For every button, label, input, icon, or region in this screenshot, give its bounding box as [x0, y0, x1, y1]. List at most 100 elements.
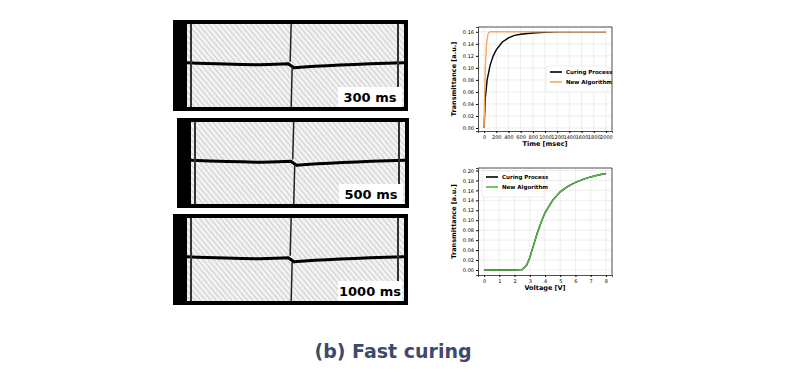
tick-label: 0.00: [463, 267, 474, 273]
tick-label: 0.10: [463, 65, 474, 71]
legend-label: Curing Process: [502, 174, 549, 181]
tick-label: 8: [605, 278, 608, 284]
disclination-line: [293, 122, 295, 204]
tick-label: 0.06: [463, 237, 474, 243]
grid-line: [478, 127, 612, 128]
tick: 0.08: [463, 77, 478, 83]
tick-label: 0.08: [463, 77, 474, 83]
panel-texture: [191, 122, 405, 204]
tick-mark: [476, 56, 478, 57]
tick-label: 3: [529, 278, 532, 284]
tick-mark: [476, 210, 478, 211]
chart: 0123456780.000.020.040.060.080.100.120.1…: [450, 168, 613, 292]
tick: 200: [492, 131, 502, 140]
chart: 02004006008001000120014001600180020000.0…: [450, 27, 613, 148]
tick-label: 0.10: [463, 217, 474, 223]
tick: 3: [529, 275, 532, 284]
tick-label: 200: [492, 134, 502, 140]
tick-mark: [476, 128, 478, 129]
tick-mark: [476, 92, 478, 93]
time-label-box: [338, 281, 402, 301]
tick-label: 0.02: [463, 257, 474, 263]
grid-line: [532, 27, 533, 131]
tick-mark: [476, 32, 478, 33]
tick: 0.02: [463, 113, 478, 119]
plot-frame: [478, 168, 612, 275]
tick: 0.10: [463, 217, 478, 223]
grid-line: [478, 43, 612, 44]
disclination-line: [290, 218, 292, 301]
tick-mark: [476, 250, 478, 251]
grid-line: [478, 240, 612, 241]
time-label-box: [339, 184, 403, 204]
grid: [478, 168, 612, 275]
tick-label: 1200: [551, 134, 564, 140]
tick: 0.16: [463, 187, 478, 193]
tick-label: 0.18: [463, 178, 474, 184]
grid-line: [478, 115, 612, 116]
tick: 1400: [563, 131, 576, 140]
tick-label: 1400: [563, 134, 576, 140]
disclination-line: [187, 63, 404, 68]
tick-label: 2000: [600, 134, 613, 140]
time-label: 500 ms: [345, 187, 398, 202]
tick: 0: [483, 275, 486, 284]
tick: 600: [516, 131, 526, 140]
legend-swatch: [550, 71, 562, 73]
grid-line: [496, 27, 497, 131]
legend: Curing ProcessNew Algorithm: [546, 66, 613, 92]
tick-mark: [476, 260, 478, 261]
tick-label: 5: [559, 278, 562, 284]
grid-line: [478, 210, 612, 211]
tick-label: 0.16: [463, 29, 474, 35]
tick: 0.08: [463, 227, 478, 233]
legend-label: New Algorithm: [566, 79, 612, 86]
tick: 2: [513, 275, 516, 284]
y-axis-title: Transmittance [a.u.]: [450, 42, 458, 116]
tick-label: 1800: [588, 134, 601, 140]
plot-area: [484, 173, 606, 270]
data-line: [484, 173, 606, 270]
tick: 0.20: [463, 168, 478, 174]
grid-line: [478, 103, 612, 104]
legend-swatch: [486, 186, 498, 188]
tick-mark: [476, 116, 478, 117]
grid-line: [545, 27, 546, 131]
grid-line: [478, 200, 612, 201]
tick-label: 0.06: [463, 89, 474, 95]
tick-mark: [476, 270, 478, 271]
plot-background: [478, 168, 612, 275]
tick: 7: [590, 275, 593, 284]
legend-swatch: [486, 176, 498, 178]
tick-label: 0.04: [463, 101, 474, 107]
tick-mark: [476, 170, 478, 171]
tick: 0.10: [463, 65, 478, 71]
grid-line: [590, 168, 591, 275]
legend: Curing ProcessNew Algorithm: [482, 171, 549, 197]
grid-line: [605, 168, 606, 275]
grid-line: [478, 230, 612, 231]
grid-line: [560, 168, 561, 275]
grid-line: [520, 27, 521, 131]
tick-label: 1: [498, 278, 501, 284]
tick-label: 1600: [576, 134, 589, 140]
tick: 0: [483, 131, 486, 140]
tick: 5: [559, 275, 562, 284]
x-axis-title: Time [msec]: [523, 140, 568, 148]
tick: 400: [504, 131, 514, 140]
tick-label: 4: [544, 278, 547, 284]
tick-mark: [476, 180, 478, 181]
tick-label: 0.02: [463, 113, 474, 119]
tick-mark: [476, 104, 478, 105]
panel-border: [173, 214, 408, 305]
x-axis-title: Voltage [V]: [524, 284, 565, 292]
tick-mark: [476, 80, 478, 81]
tick-label: 0: [483, 134, 486, 140]
tick: 0.06: [463, 237, 478, 243]
time-label: 1000 ms: [339, 284, 401, 299]
tick-label: 2: [513, 278, 516, 284]
grid-line: [508, 27, 509, 131]
edge-shadow: [190, 24, 192, 107]
edge-shadow: [194, 122, 196, 204]
grid: [478, 27, 612, 131]
